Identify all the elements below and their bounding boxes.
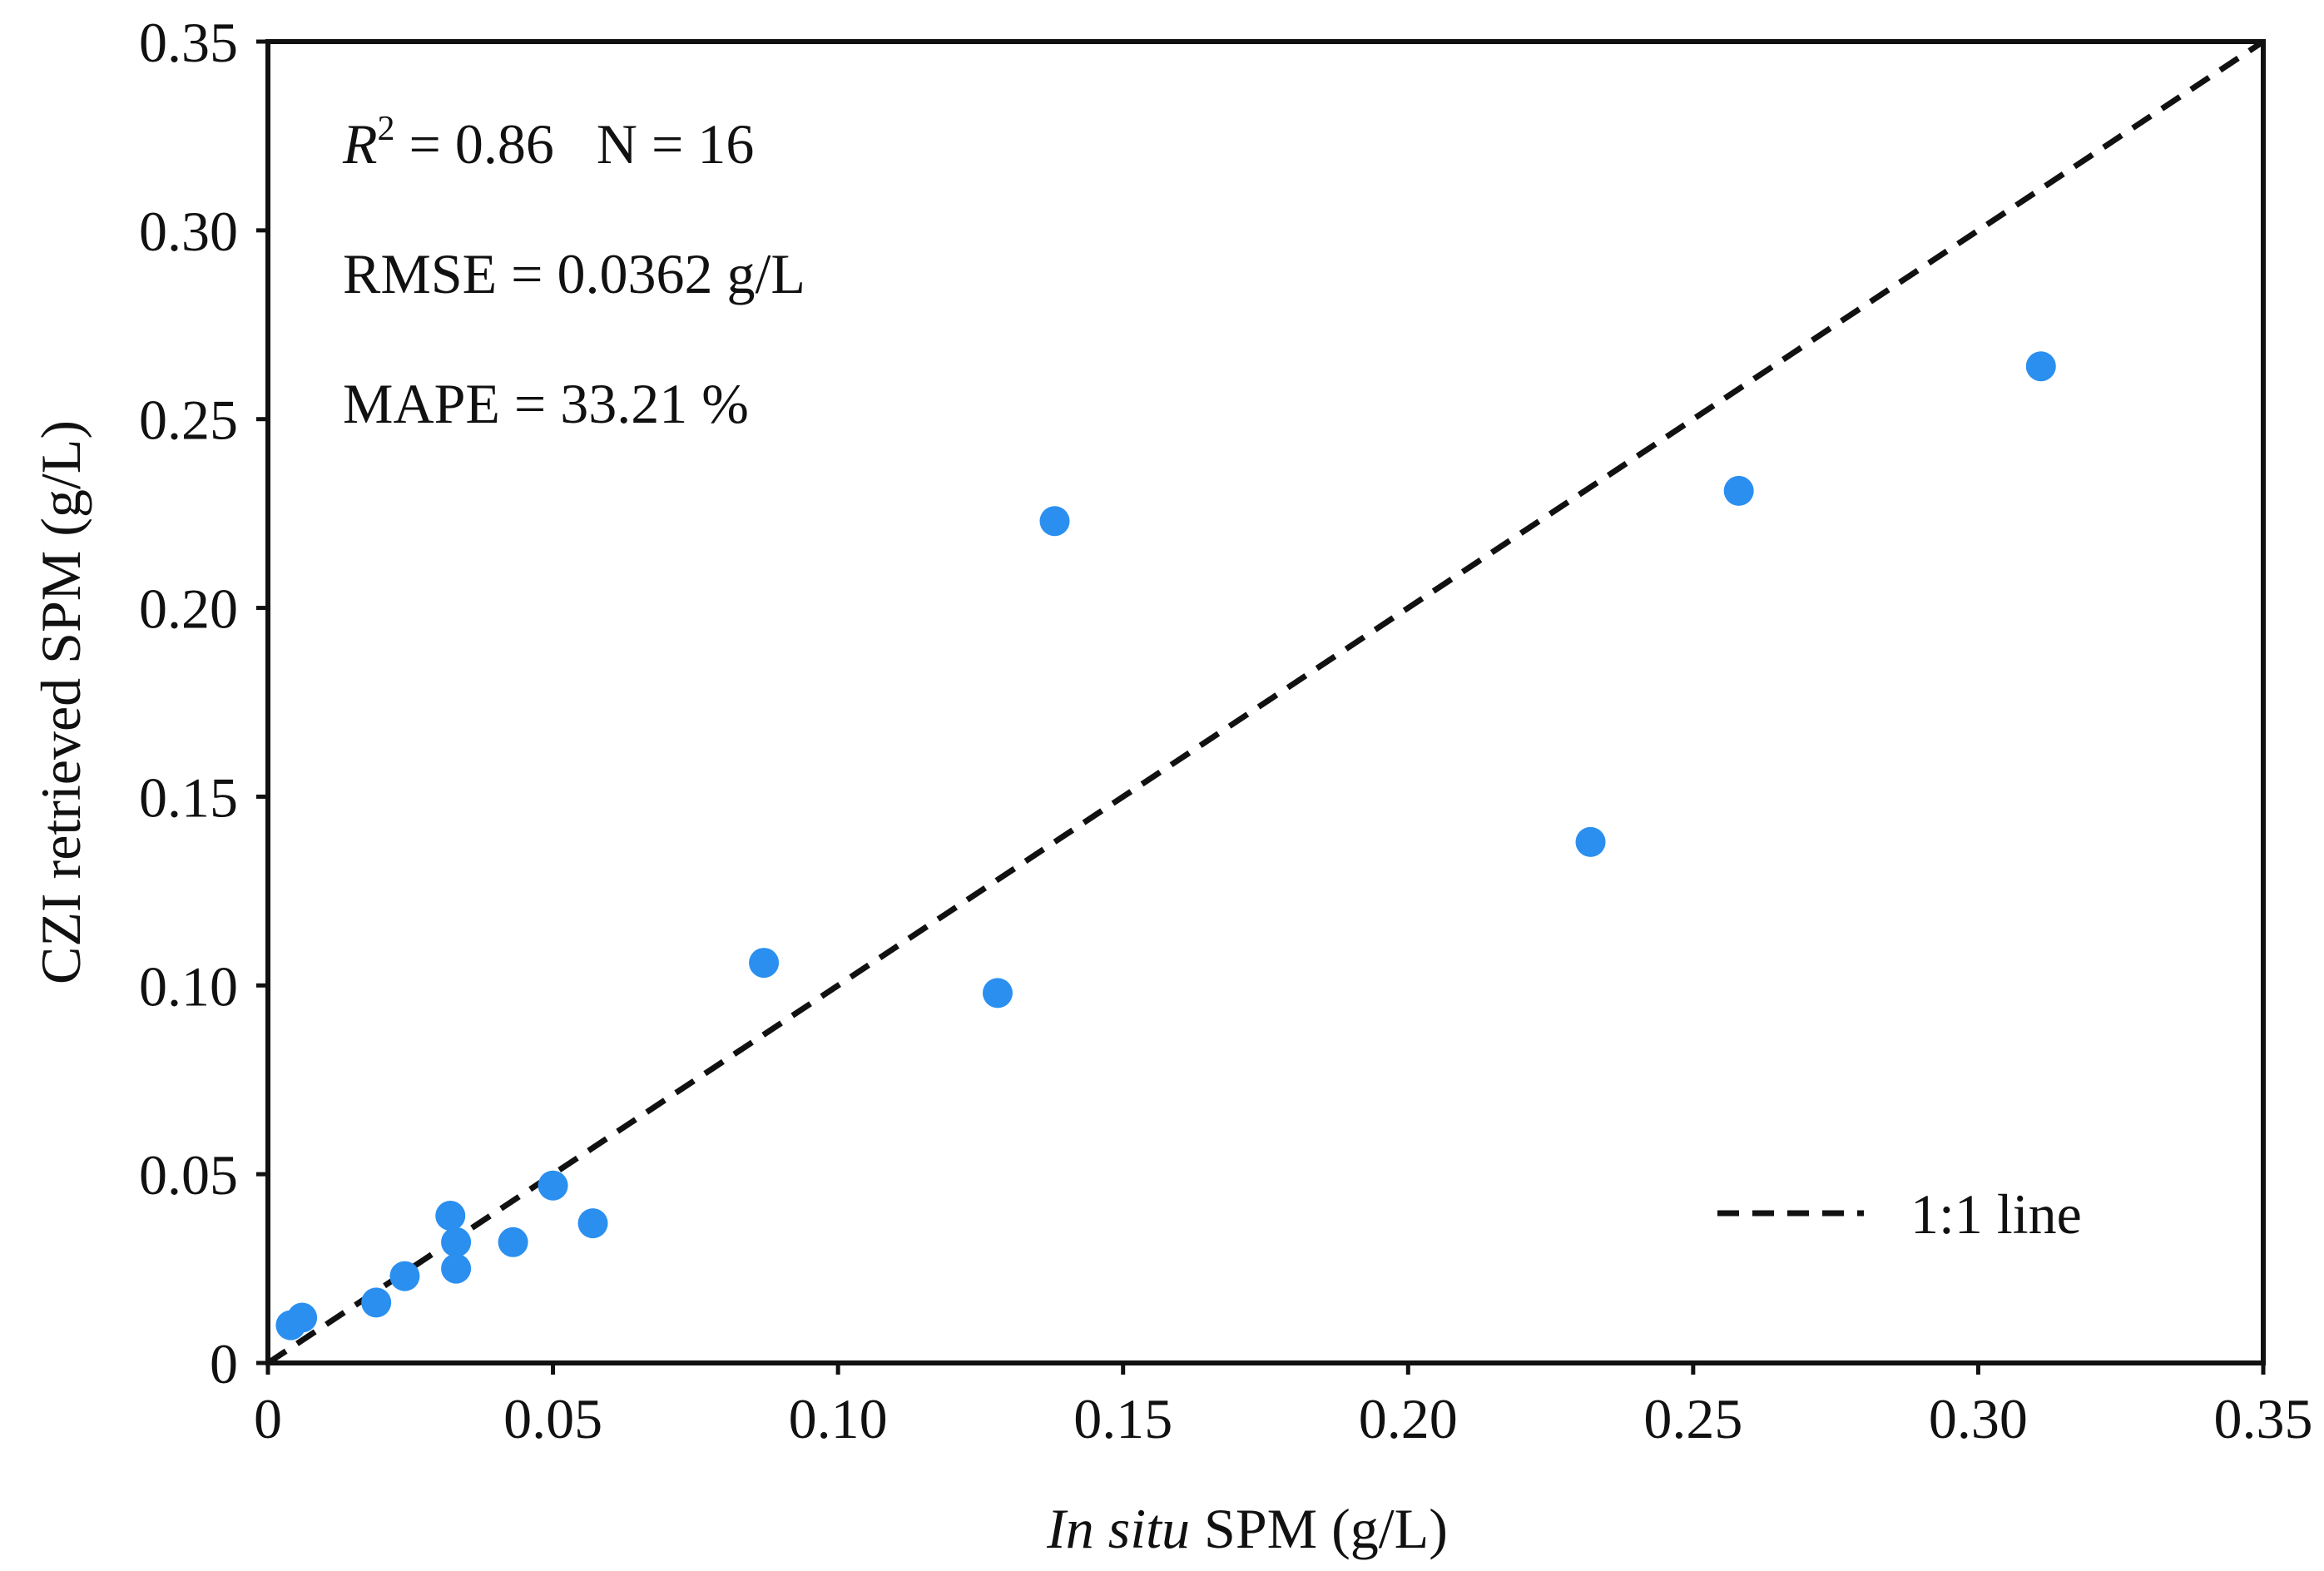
x-axis-label: In situ SPM (g/L) xyxy=(1046,1497,1448,1560)
data-point xyxy=(435,1201,466,1232)
data-point xyxy=(287,1302,318,1333)
x-axis-label-italic: In situ xyxy=(1046,1497,1190,1560)
data-point xyxy=(441,1227,472,1257)
data-point xyxy=(538,1170,568,1201)
rmse-annotation: RMSE = 0.0362 g/L xyxy=(343,242,805,305)
data-point xyxy=(749,948,780,979)
data-point xyxy=(2025,351,2056,382)
data-point xyxy=(577,1208,608,1239)
x-tick-label: 0.30 xyxy=(1929,1387,2028,1450)
x-tick-label: 0.05 xyxy=(503,1387,602,1450)
r-squared-value: = 0.86 N = 16 xyxy=(395,112,755,176)
x-tick-label: 0.15 xyxy=(1073,1387,1172,1450)
y-tick-label: 0.30 xyxy=(139,200,238,263)
data-point xyxy=(1723,475,1754,506)
x-tick-label: 0.20 xyxy=(1359,1387,1458,1450)
y-tick-label: 0 xyxy=(210,1332,238,1395)
data-points xyxy=(275,351,2056,1341)
r-squared-symbol: R xyxy=(342,112,378,176)
legend-label: 1:1 line xyxy=(1910,1182,2082,1246)
data-point xyxy=(498,1227,528,1257)
data-point xyxy=(441,1253,472,1284)
y-tick-label: 0.25 xyxy=(139,389,238,452)
x-tick-label: 0.35 xyxy=(2214,1387,2313,1450)
y-axis-ticks: 0 0.05 0.10 0.15 0.20 0.25 0.30 0.35 xyxy=(139,11,268,1395)
data-point xyxy=(1575,826,1606,857)
data-point xyxy=(982,978,1013,1009)
y-tick-label: 0.10 xyxy=(139,954,238,1018)
one-to-one-line xyxy=(266,39,2265,1365)
data-point xyxy=(361,1287,392,1318)
mape-annotation: MAPE = 33.21 % xyxy=(343,372,749,435)
data-point xyxy=(389,1261,420,1291)
r-squared-annotation: R2 = 0.86 N = 16 xyxy=(342,110,754,176)
y-tick-label: 0.35 xyxy=(139,11,238,74)
y-tick-label: 0.15 xyxy=(139,766,238,829)
y-tick-label: 0.05 xyxy=(139,1143,238,1207)
x-tick-label: 0.10 xyxy=(789,1387,888,1450)
y-axis-label: CZI retrieved SPM (g/L) xyxy=(29,420,92,984)
r-squared-exponent: 2 xyxy=(378,110,395,148)
x-tick-label: 0 xyxy=(254,1387,282,1450)
x-axis-label-rest: SPM (g/L) xyxy=(1190,1497,1448,1560)
legend: 1:1 line xyxy=(1717,1182,2082,1246)
x-axis-ticks: 0 0.05 0.10 0.15 0.20 0.25 0.30 0.35 xyxy=(254,1363,2313,1450)
plot-area-frame xyxy=(265,39,2266,1365)
y-tick-label: 0.20 xyxy=(139,577,238,641)
data-point xyxy=(1039,506,1070,537)
x-tick-label: 0.25 xyxy=(1643,1387,1742,1450)
